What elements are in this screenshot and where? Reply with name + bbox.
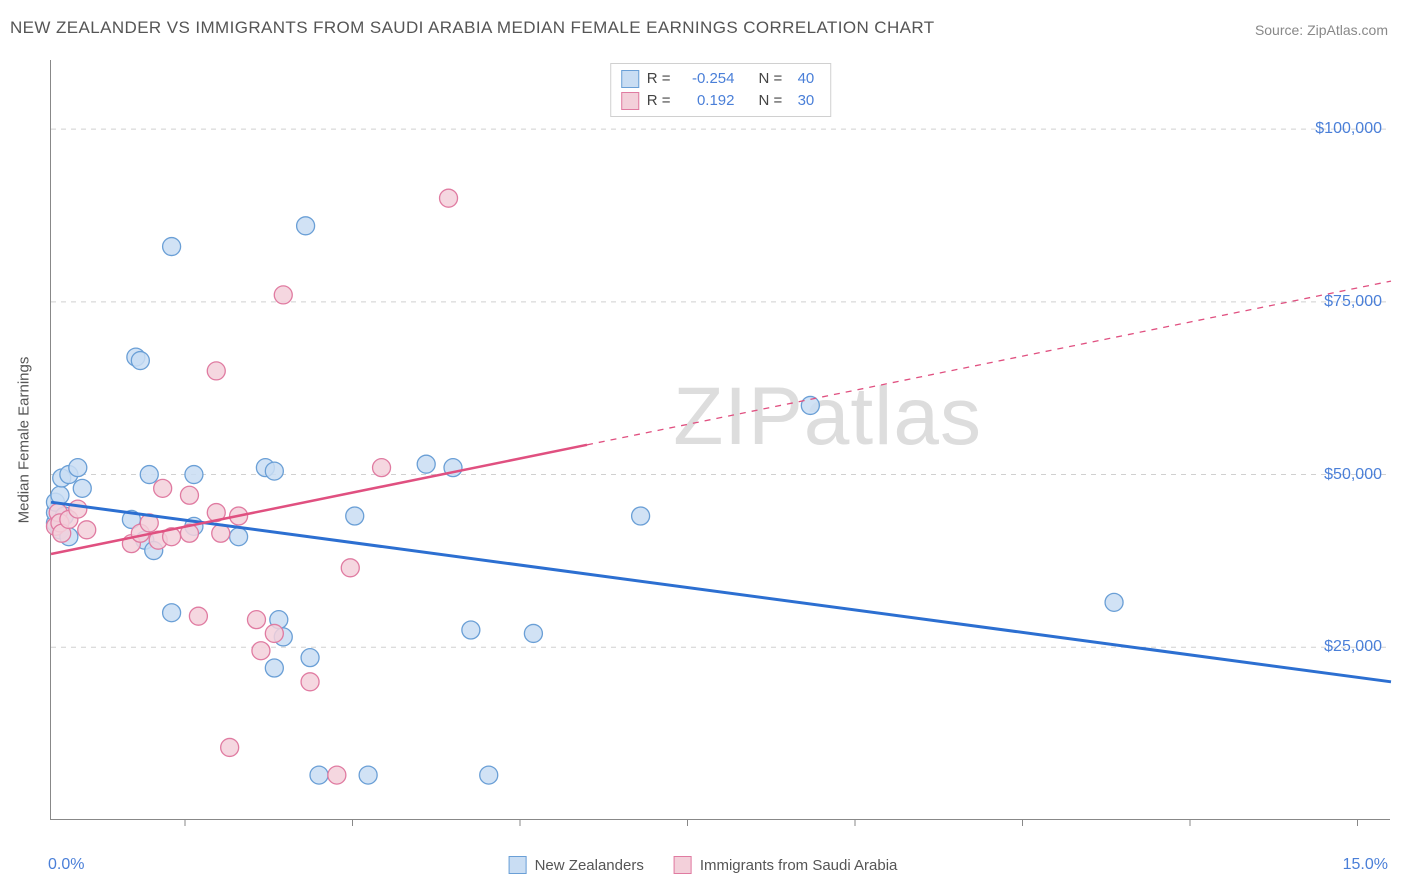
swatch-series-1-icon bbox=[509, 856, 527, 874]
plot-area: ZIPatlas R = -0.254 N = 40 R = 0.192 N =… bbox=[50, 60, 1390, 820]
y-tick-label: $100,000 bbox=[1315, 120, 1382, 138]
y-tick-label: $75,000 bbox=[1324, 293, 1382, 311]
legend-label-2: Immigrants from Saudi Arabia bbox=[700, 857, 898, 874]
legend-item-1: New Zealanders bbox=[509, 856, 644, 874]
swatch-series-2-icon bbox=[674, 856, 692, 874]
y-tick-label: $50,000 bbox=[1324, 466, 1382, 484]
x-axis-max-label: 15.0% bbox=[1343, 856, 1388, 874]
series-legend: New Zealanders Immigrants from Saudi Ara… bbox=[509, 856, 898, 874]
legend-item-2: Immigrants from Saudi Arabia bbox=[674, 856, 898, 874]
legend-label-1: New Zealanders bbox=[535, 857, 644, 874]
y-axis-label: Median Female Earnings bbox=[16, 357, 33, 524]
x-axis-min-label: 0.0% bbox=[48, 856, 84, 874]
source-attribution: Source: ZipAtlas.com bbox=[1255, 22, 1388, 38]
y-tick-label: $25,000 bbox=[1324, 638, 1382, 656]
chart-title: NEW ZEALANDER VS IMMIGRANTS FROM SAUDI A… bbox=[10, 18, 935, 38]
scatter-plot-svg bbox=[51, 60, 1390, 819]
